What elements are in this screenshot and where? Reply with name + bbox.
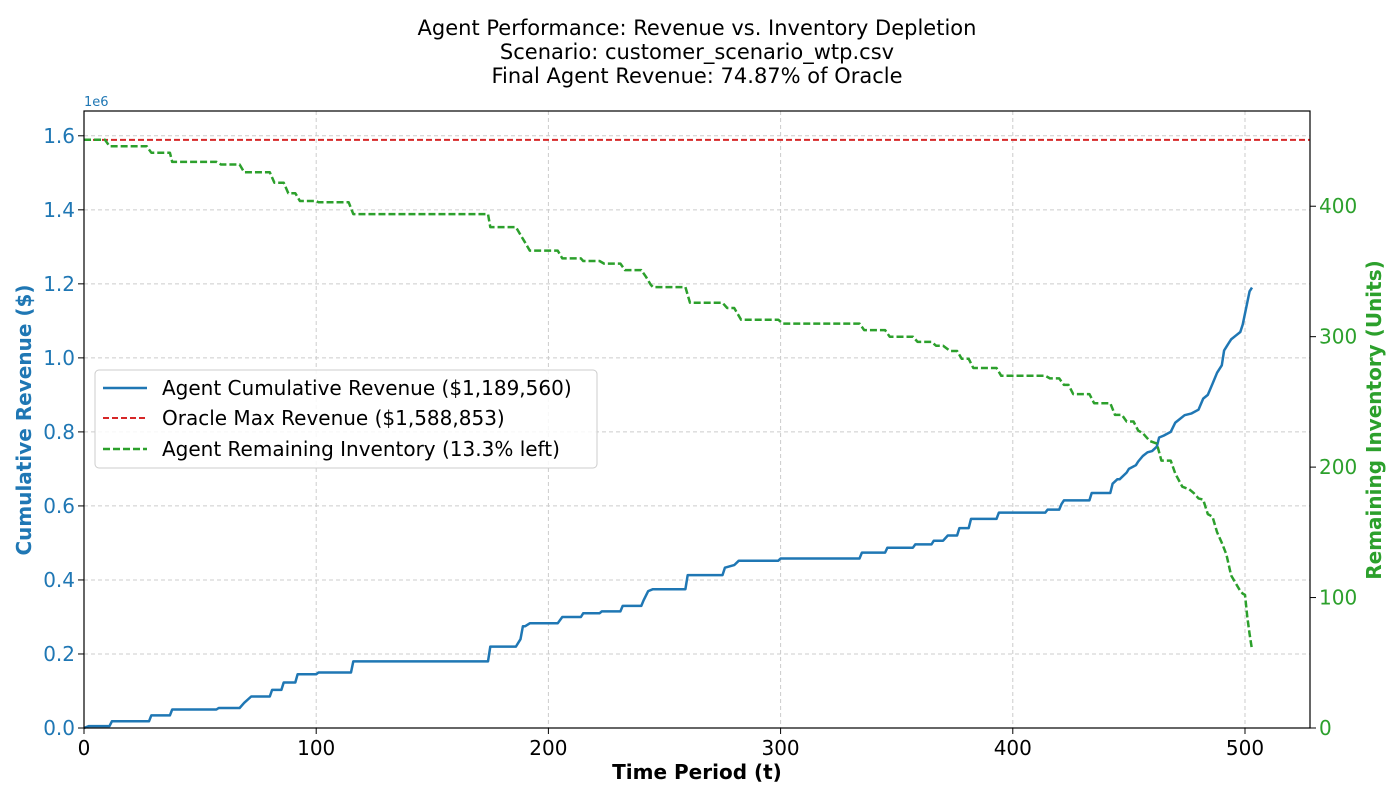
- chart-title-line-2: Scenario: customer_scenario_wtp.csv: [500, 40, 894, 65]
- plot-frame: [83, 110, 1311, 729]
- y-left-tick-label: 0.8: [43, 420, 75, 444]
- legend-label-revenue: Agent Cumulative Revenue ($1,189,560): [162, 376, 572, 400]
- x-tick-label: 100: [297, 736, 335, 760]
- y-right-tick-label: 0: [1319, 716, 1332, 740]
- y-left-tick-label: 0.0: [43, 716, 75, 740]
- y-left-tick-label: 1.2: [43, 272, 75, 296]
- y-axis-label-right: Remaining Inventory (Units): [1362, 260, 1386, 580]
- y-left-tick-label: 1.0: [43, 346, 75, 370]
- y-left-tick-label: 0.2: [43, 642, 75, 666]
- x-tick-label: 400: [994, 736, 1032, 760]
- inventory-line: [84, 138, 1254, 650]
- x-axis-label: Time Period (t): [612, 760, 782, 784]
- x-tick-label: 300: [761, 736, 799, 760]
- y-right-tick-label: 100: [1319, 586, 1357, 610]
- y-left-tick-label: 0.6: [43, 494, 75, 518]
- revenue-line: [83, 286, 1254, 730]
- y-right-tick-label: 400: [1319, 194, 1357, 218]
- ticks-layer: 0 100 200 300 400 500 0.0 0.2 0.4 0.6 0.8 1.0 1.2 1.4…: [43, 124, 1357, 760]
- legend: Agent Cumulative Revenue ($1,189,560) Or…: [94, 369, 598, 469]
- y-left-tick-label: 0.4: [43, 568, 75, 592]
- legend-box: [94, 369, 598, 469]
- y-right-tick-label: 200: [1319, 455, 1357, 479]
- legend-label-inventory: Agent Remaining Inventory (13.3% left): [162, 437, 560, 461]
- x-tick-label: 500: [1226, 736, 1264, 760]
- legend-label-oracle: Oracle Max Revenue ($1,588,853): [162, 406, 505, 430]
- series-layer: [83, 138, 1310, 730]
- y-axis-label-left: Cumulative Revenue ($): [12, 284, 36, 555]
- x-tick-label: 200: [529, 736, 567, 760]
- chart-title-line-1: Agent Performance: Revenue vs. Inventory…: [418, 16, 977, 40]
- y-left-tick-label: 1.6: [43, 124, 75, 148]
- y-right-tick-label: 300: [1319, 325, 1357, 349]
- chart-title-line-3: Final Agent Revenue: 74.87% of Oracle: [491, 64, 902, 88]
- x-tick-label: 0: [78, 736, 91, 760]
- y-left-tick-label: 1.4: [43, 198, 75, 222]
- left-axis-offset-label: 1e6: [84, 95, 109, 110]
